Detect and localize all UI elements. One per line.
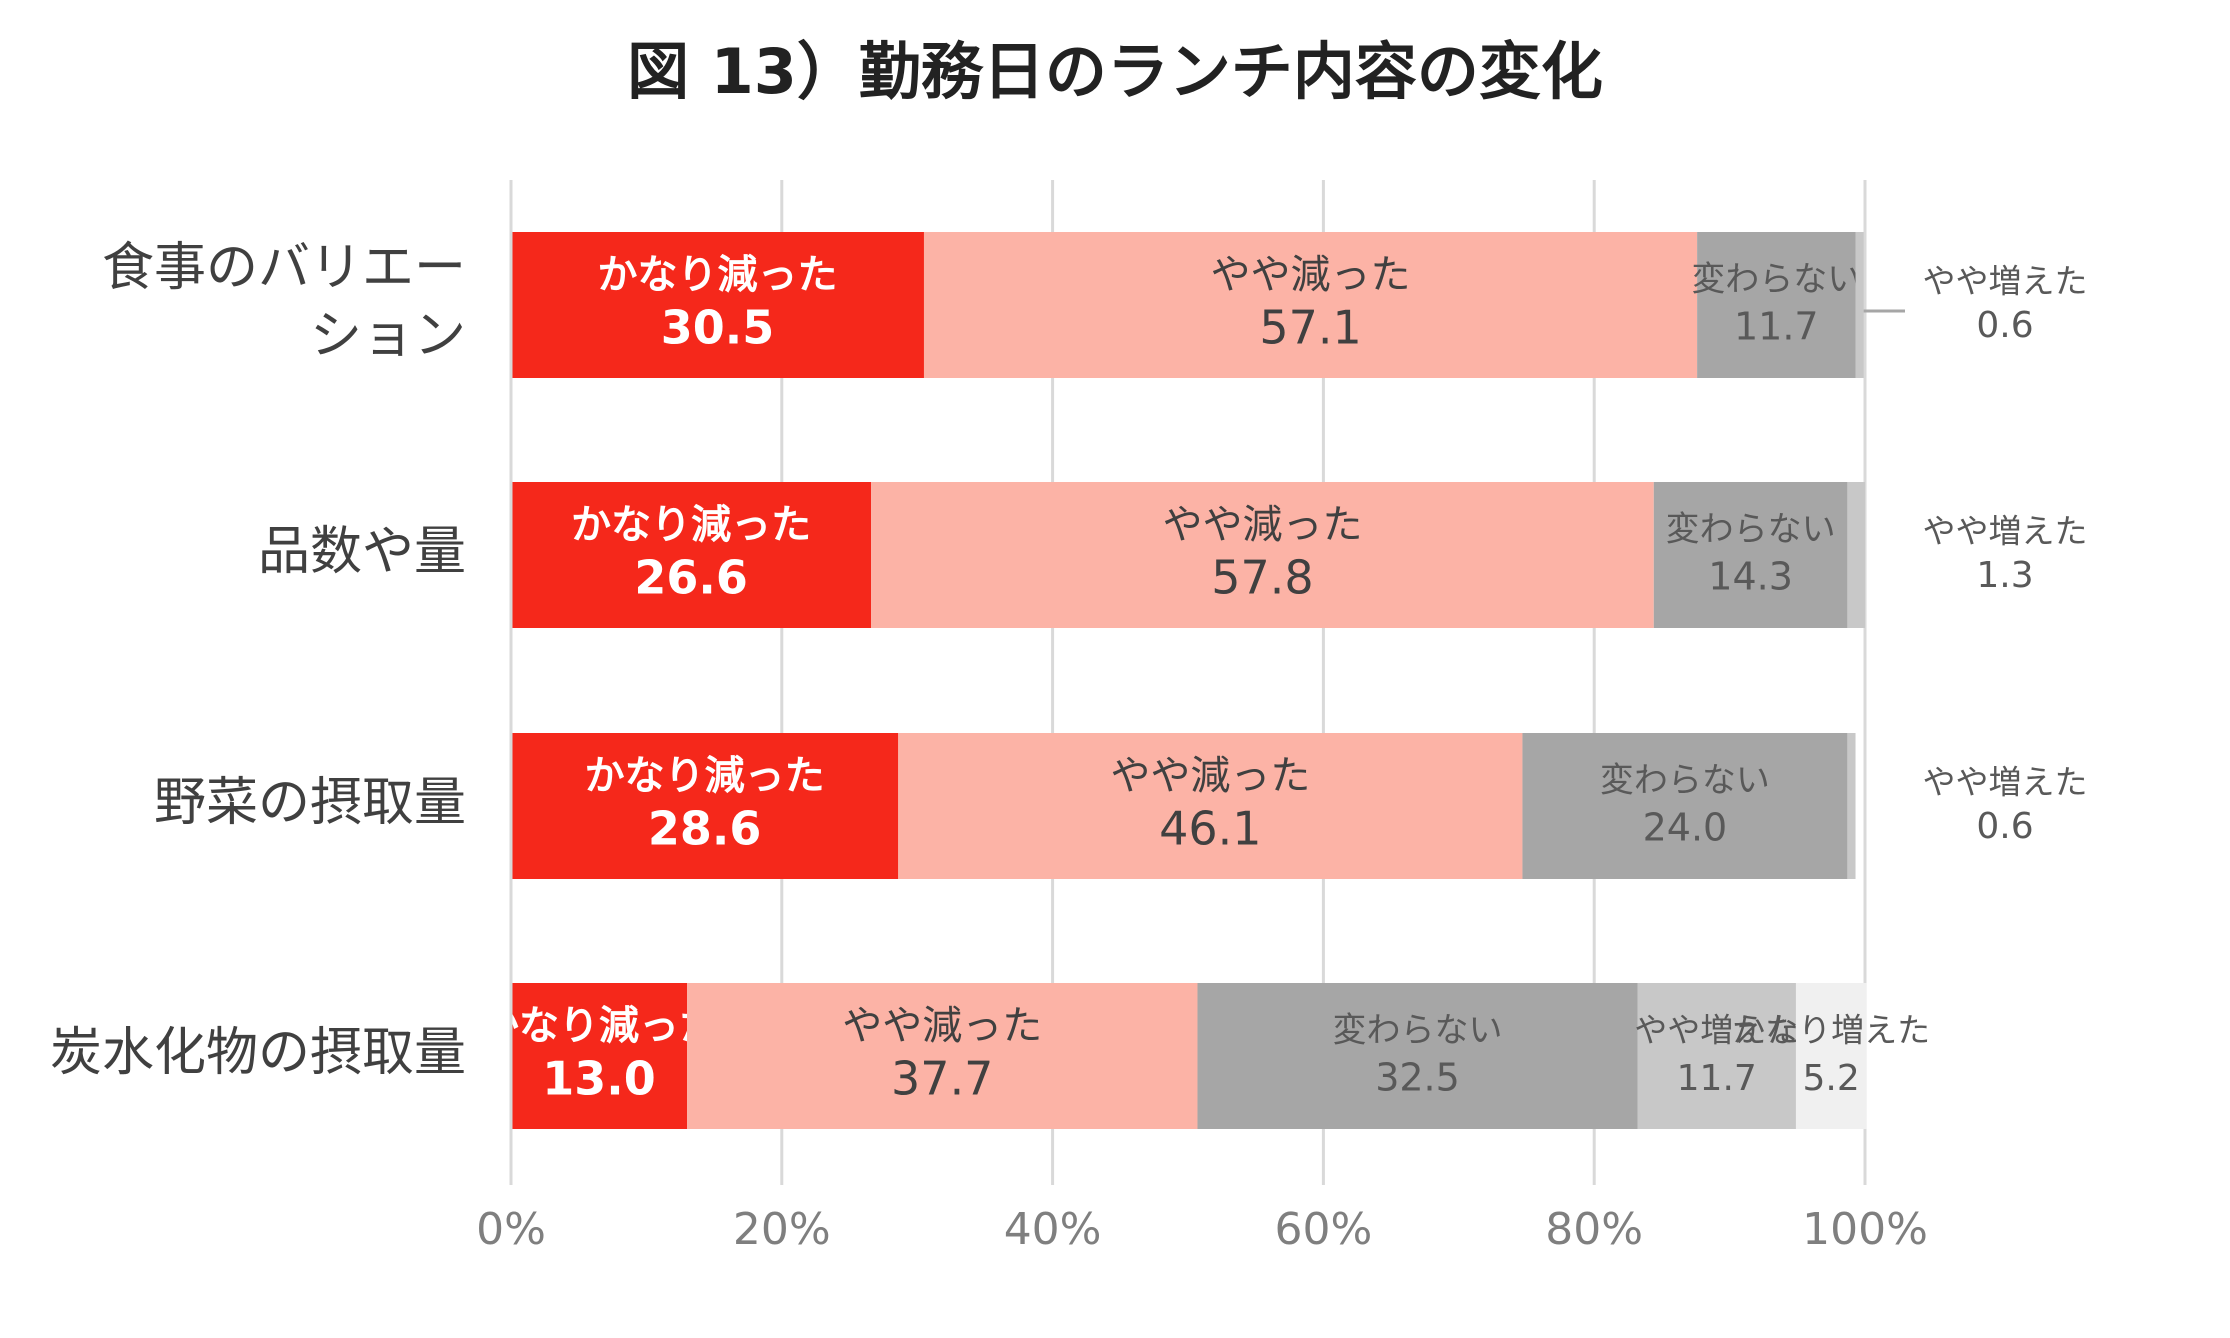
data-label: 0.6: [1976, 806, 2033, 847]
data-label: 13.0: [542, 1052, 656, 1106]
x-tick-label: 20%: [733, 1204, 831, 1255]
segment-series-label: かなり減った: [479, 1003, 719, 1049]
segment-series-label: やや減った: [1110, 753, 1310, 799]
category-label: 食事のバリエー: [102, 238, 466, 298]
bar-segment: [871, 482, 1654, 628]
data-label: 30.5: [661, 301, 775, 355]
bar-segment: [1697, 232, 1856, 378]
x-tick-label: 0%: [476, 1204, 546, 1255]
bar-segment: [1637, 983, 1796, 1129]
segment-series-label: かなり増えた: [1732, 1011, 1930, 1050]
bar-segment: [511, 733, 899, 879]
segment-series-label: 変わらない: [1333, 1011, 1503, 1051]
x-tick-label: 100%: [1802, 1204, 1928, 1255]
segment-series-label: やや減った: [842, 1003, 1042, 1049]
data-label: 11.7: [1677, 1058, 1757, 1099]
data-label: 14.3: [1708, 555, 1793, 599]
bar-segment: [511, 232, 924, 378]
segment-series-label: やや増えた: [1923, 262, 2088, 301]
bar-segment: [923, 232, 1698, 378]
x-tick-label: 80%: [1545, 1204, 1643, 1255]
data-label: 0.6: [1976, 305, 2033, 346]
segment-series-label: 変わらない: [1666, 510, 1836, 550]
data-label: 5.2: [1803, 1058, 1860, 1099]
data-label: 24.0: [1643, 806, 1728, 850]
data-label: 46.1: [1159, 802, 1261, 856]
data-label: 28.6: [648, 802, 762, 856]
segment-series-label: かなり減った: [585, 753, 825, 799]
x-tick-label: 60%: [1275, 1204, 1373, 1255]
bar-segment: [1847, 482, 1865, 628]
bar-segment: [1847, 733, 1856, 879]
segment-series-label: 変わらない: [1691, 260, 1861, 300]
bar-segment: [1197, 983, 1638, 1129]
bar-segment: [1795, 983, 1867, 1129]
category-label: 品数や量: [258, 522, 466, 582]
bar-segment: [1855, 232, 1864, 378]
bar-segment: [1653, 482, 1848, 628]
segment-series-label: かなり減った: [597, 252, 837, 298]
segment-series-label: やや増えた: [1634, 1011, 1799, 1050]
bar-segment: [511, 983, 688, 1129]
data-label: 26.6: [634, 551, 748, 605]
bar-segment: [898, 733, 1523, 879]
data-label: 1.3: [1976, 555, 2033, 596]
segment-series-label: かなり減った: [571, 502, 811, 548]
bar-segment: [687, 983, 1198, 1129]
category-label: 野菜の摂取量: [154, 773, 466, 833]
category-label: ション: [310, 306, 466, 366]
data-label: 37.7: [891, 1052, 993, 1106]
segment-series-label: やや増えた: [1923, 512, 2088, 551]
x-tick-label: 40%: [1004, 1204, 1102, 1255]
data-label: 11.7: [1734, 305, 1819, 349]
category-label: 炭水化物の摂取量: [50, 1023, 466, 1083]
segment-series-label: やや減った: [1211, 252, 1411, 298]
chart-title: 図 13）勤務日のランチ内容の変化: [627, 35, 1603, 108]
segment-series-label: やや増えた: [1923, 763, 2088, 802]
segment-series-label: 変わらない: [1600, 761, 1770, 801]
data-label: 57.8: [1211, 551, 1313, 605]
segment-series-label: やや減った: [1162, 502, 1362, 548]
bar-segment: [511, 482, 872, 628]
data-label: 57.1: [1259, 301, 1361, 355]
data-label: 32.5: [1375, 1056, 1460, 1100]
bar-segment: [1522, 733, 1848, 879]
